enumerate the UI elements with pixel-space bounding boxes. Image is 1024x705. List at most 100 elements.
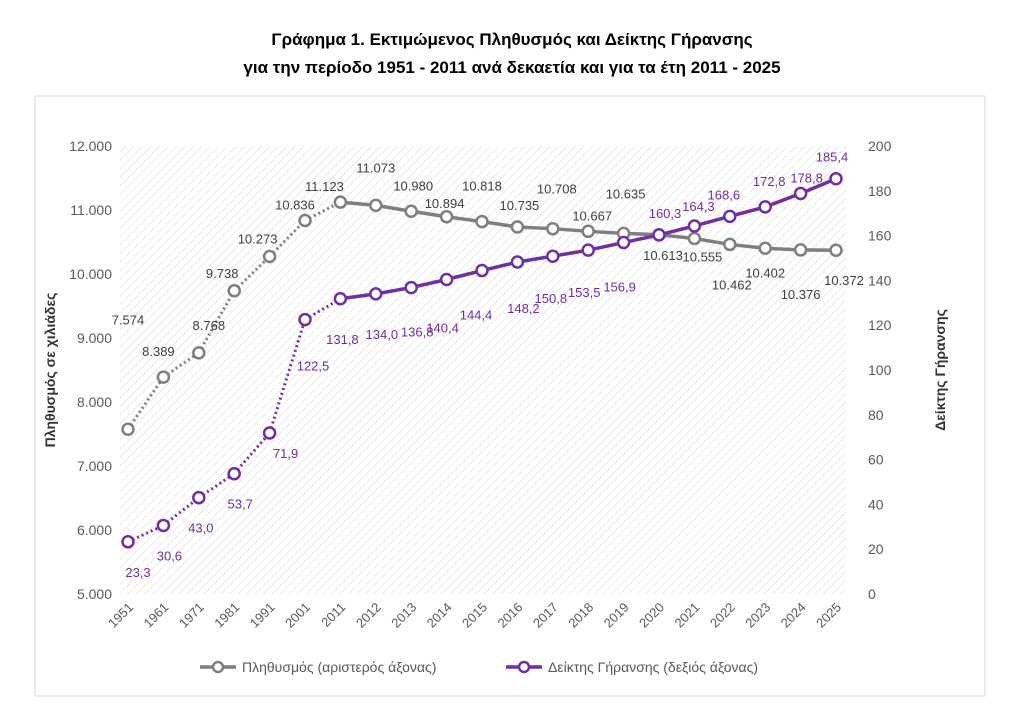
aging-index-point [581,243,595,257]
population-data-label: 7.574 [112,312,145,327]
population-line-segment [268,219,307,258]
population-line-segment [126,376,165,431]
population-point [227,284,241,298]
chart-title-line2: για την περίοδο 1951 - 2011 ανά δεκαετία… [243,58,781,77]
population-point [439,210,454,224]
population-point [793,243,808,257]
x-tick-label: 2001 [282,600,313,631]
x-tick-label: 2023 [742,600,773,631]
x-tick-label: 1991 [247,600,278,631]
y-tick-label: 12.000 [69,138,112,154]
population-line-segment [197,290,236,354]
aging-index-data-label: 164,3 [682,199,715,214]
x-tick-label: 2015 [459,600,490,631]
x-tick-label: 1951 [105,600,136,631]
aging-index-point [546,249,560,263]
aging-index-data-label: 30,6 [157,548,182,563]
x-tick-label: 2018 [565,600,596,631]
y2-tick-label: 80 [868,407,884,423]
aging-index-data-label: 160,3 [649,206,682,221]
aging-index-point [369,287,383,301]
population-point [298,213,312,228]
y2-tick-label: 40 [868,496,884,512]
x-tick-label: 2025 [813,600,844,631]
legend-population-marker [211,660,225,674]
x-tick-label: 2012 [353,600,384,631]
x-tick-label: 2022 [707,600,738,631]
y2-tick-label: 20 [868,541,884,557]
aging-index-data-label: 185,4 [816,150,849,165]
population-data-label: 10.462 [712,277,752,292]
population-data-label: 10.818 [462,179,502,194]
population-data-label: 10.555 [683,249,723,264]
x-tick-label: 2016 [494,600,525,631]
population-data-label: 11.073 [356,160,395,175]
population-point [546,221,560,236]
y2-tick-label: 60 [868,452,884,468]
legend-index-label: Δείκτης Γήρανσης (δεξιός άξονας) [548,659,758,675]
x-tick-label: 2021 [671,600,702,631]
aging-index-point [616,235,631,250]
aging-index-point [758,200,772,214]
population-point [404,204,418,219]
aging-index-point [262,426,277,440]
aging-index-point [510,255,525,269]
aging-index-data-label: 71,9 [273,446,298,461]
x-tick-label: 2014 [424,600,455,631]
population-data-label: 8.768 [193,318,226,333]
population-point [510,220,525,234]
aging-index-point [652,228,666,242]
aging-index-point [298,312,312,327]
population-point [333,195,348,209]
aging-index-point [192,490,206,505]
y-tick-label: 5.000 [77,586,112,602]
aging-index-data-label: 172,8 [753,174,786,189]
aging-index-data-label: 168,6 [708,187,741,202]
y-tick-label: 10.000 [69,266,112,282]
y-tick-label: 11.000 [70,202,112,218]
population-data-label: 10.372 [824,273,864,288]
population-point [369,198,383,213]
population-point [723,237,737,252]
aging-index-data-label: 134,0 [366,327,399,342]
population-data-label: 10.402 [745,265,785,280]
population-data-label: 10.836 [275,197,315,212]
aging-index-data-label: 122,5 [297,359,330,374]
aging-index-data-label: 43,0 [188,521,213,536]
chart-frame [34,95,986,697]
population-data-label: 10.635 [606,186,646,201]
aging-index-point [829,171,843,186]
x-tick-label: 2019 [601,600,632,631]
aging-index-line-segment [304,297,342,321]
population-data-label: 10.376 [781,287,821,302]
aging-index-point [793,186,808,201]
population-line-segment [233,255,271,292]
aging-index-point [439,272,454,287]
aging-index-point [404,280,418,295]
aging-index-point [333,292,348,306]
y2-tick-label: 180 [868,183,892,199]
y2-tick-label: 120 [868,317,892,333]
aging-index-line-segment [233,431,271,475]
x-tick-label: 2017 [530,600,561,631]
population-data-label: 11.123 [305,179,344,194]
chart-title-line1: Γράφημα 1. Εκτιμώμενος Πληθυσμός και Δεί… [271,30,753,49]
y2-tick-label: 140 [868,272,892,288]
x-tick-label: 2013 [388,600,419,631]
aging-index-data-label: 153,5 [568,285,601,300]
aging-index-point [227,466,241,481]
aging-index-data-label: 156,9 [603,280,636,295]
legend: Πληθυσμός (αριστερός άξονας) Δείκτης Γήρ… [200,659,758,675]
y2-axis-label: Δείκτης Γήρανσης [932,309,948,431]
legend-population-label: Πληθυσμός (αριστερός άξονας) [242,659,436,675]
population-point [156,370,171,384]
population-point [475,214,489,229]
y-tick-label: 8.000 [77,394,112,410]
x-tick-label: 2011 [318,600,348,630]
aging-index-data-label: 178,8 [790,170,823,185]
population-point [687,231,702,246]
aging-index-data-label: 148,2 [507,301,540,316]
aging-index-point [156,518,171,533]
population-point [829,243,843,257]
